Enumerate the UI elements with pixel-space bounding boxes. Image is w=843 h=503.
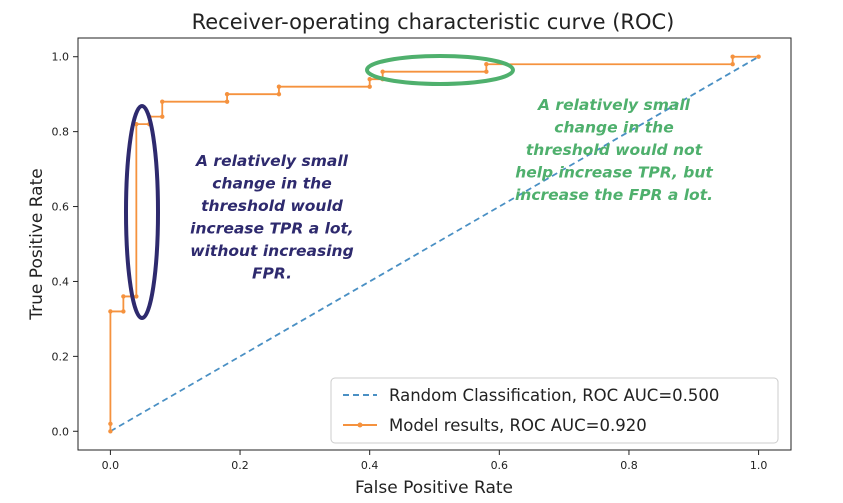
y-tick-label: 0.0 xyxy=(52,425,70,438)
annotation-line: threshold would xyxy=(201,197,344,215)
x-axis-label: False Positive Rate xyxy=(355,478,513,498)
legend: Random Classification, ROC AUC=0.500 Mod… xyxy=(330,377,779,444)
x-axis-ticks: 0.0 0.2 0.4 0.6 0.8 1.0 xyxy=(102,450,768,472)
annotation-line: A relatively small xyxy=(195,152,349,170)
series-point-model xyxy=(756,54,761,59)
annotation-line: change in the xyxy=(212,175,331,193)
annotation-line: threshold would not xyxy=(526,141,703,159)
x-tick-label: 0.4 xyxy=(361,459,379,472)
y-tick-label: 0.6 xyxy=(52,201,70,214)
series-point-model xyxy=(367,77,372,82)
x-tick-label: 0.8 xyxy=(620,459,638,472)
annotation-left: A relatively small change in the threshold… xyxy=(190,152,354,283)
series-point-model xyxy=(380,69,385,74)
legend-swatch-model-marker xyxy=(357,422,363,428)
y-tick-label: 0.8 xyxy=(52,126,70,139)
legend-box xyxy=(330,377,779,444)
x-tick-label: 1.0 xyxy=(750,459,768,472)
series-point-model xyxy=(108,309,113,314)
y-axis-ticks: 0.0 0.2 0.4 0.6 0.8 1.0 xyxy=(52,51,78,438)
y-axis-label: True Positive Rate xyxy=(27,168,47,320)
annotation-line: change in the xyxy=(554,119,673,137)
x-tick-label: 0.2 xyxy=(231,459,249,472)
annotation-right: A relatively small change in the threshold… xyxy=(515,96,713,204)
x-tick-label: 0.0 xyxy=(102,459,120,472)
highlight-ellipse-fpr-plateau xyxy=(365,54,515,86)
series-point-model xyxy=(224,91,230,97)
y-tick-label: 1.0 xyxy=(52,51,70,64)
series-point-model xyxy=(160,99,165,104)
annotation-line: increase TPR a lot, xyxy=(190,220,354,238)
series-line-random xyxy=(109,55,760,433)
x-tick-label: 0.6 xyxy=(491,459,509,472)
series-point-model xyxy=(730,62,735,67)
legend-label-random: Random Classification, ROC AUC=0.500 xyxy=(389,386,719,405)
legend-label-model: Model results, ROC AUC=0.920 xyxy=(389,416,647,435)
series-point-model xyxy=(121,309,126,314)
series-point-model xyxy=(276,91,282,97)
chart-title: Receiver-operating characteristic curve … xyxy=(192,10,675,34)
annotation-line: without increasing xyxy=(190,242,353,260)
series-point-model xyxy=(160,114,165,119)
series-point-model xyxy=(108,429,113,434)
series-point-model xyxy=(121,294,126,299)
annotation-line: A relatively small xyxy=(537,96,691,114)
series-point-model xyxy=(134,294,139,299)
series-layer xyxy=(108,54,761,434)
plot-frame xyxy=(77,37,792,451)
y-tick-label: 0.2 xyxy=(52,350,70,363)
annotation-line: help increase TPR, but xyxy=(515,164,713,182)
series-point-model xyxy=(730,54,735,59)
series-point-model xyxy=(367,84,372,89)
highlight-ellipse-tpr-jump xyxy=(124,104,160,320)
series-point-model xyxy=(276,84,282,89)
series-point-model xyxy=(224,99,230,104)
annotation-line: FPR. xyxy=(252,265,292,283)
series-point-model xyxy=(108,421,113,426)
y-tick-label: 0.4 xyxy=(52,275,70,288)
series-point-model xyxy=(484,62,489,67)
series-point-model xyxy=(484,69,489,74)
annotation-line: increase the FPR a lot. xyxy=(515,186,713,204)
